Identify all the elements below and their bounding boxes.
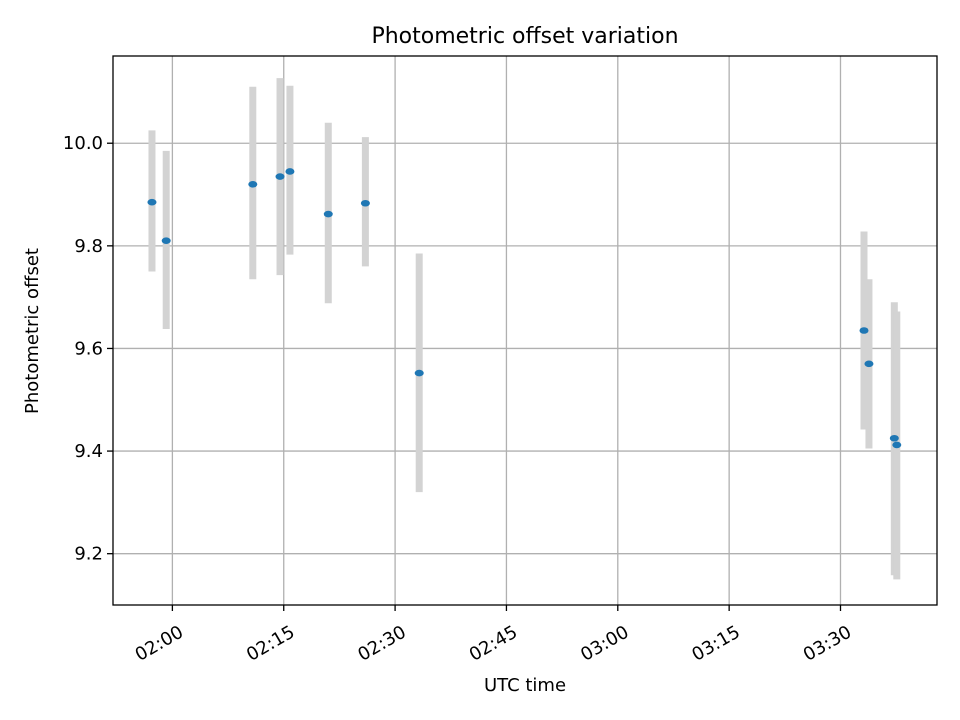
data-point [889,434,899,442]
data-point [323,210,333,218]
data-point [147,198,157,206]
data-point [275,173,285,180]
y-tick-label: 9.8 [74,236,103,257]
data-points [147,168,902,449]
y-axis-label: Photometric offset [22,248,43,414]
data-point [161,237,171,245]
chart-title: Photometric offset variation [371,24,678,49]
data-point [892,441,902,449]
y-axis-ticks: 9.2 9.4 9.6 9.8 10.0 [63,133,113,565]
data-point [859,327,869,334]
x-axis-label: UTC time [484,675,566,696]
y-tick-label: 9.6 [74,338,103,359]
data-point [864,360,874,368]
data-point [285,168,295,175]
data-point [248,180,258,188]
plot-frame [112,55,938,606]
y-tick-label: 9.4 [74,441,103,462]
y-tick-label: 9.2 [74,544,103,565]
data-point [414,369,424,377]
data-point [360,199,370,207]
y-tick-label: 10.0 [63,133,103,154]
